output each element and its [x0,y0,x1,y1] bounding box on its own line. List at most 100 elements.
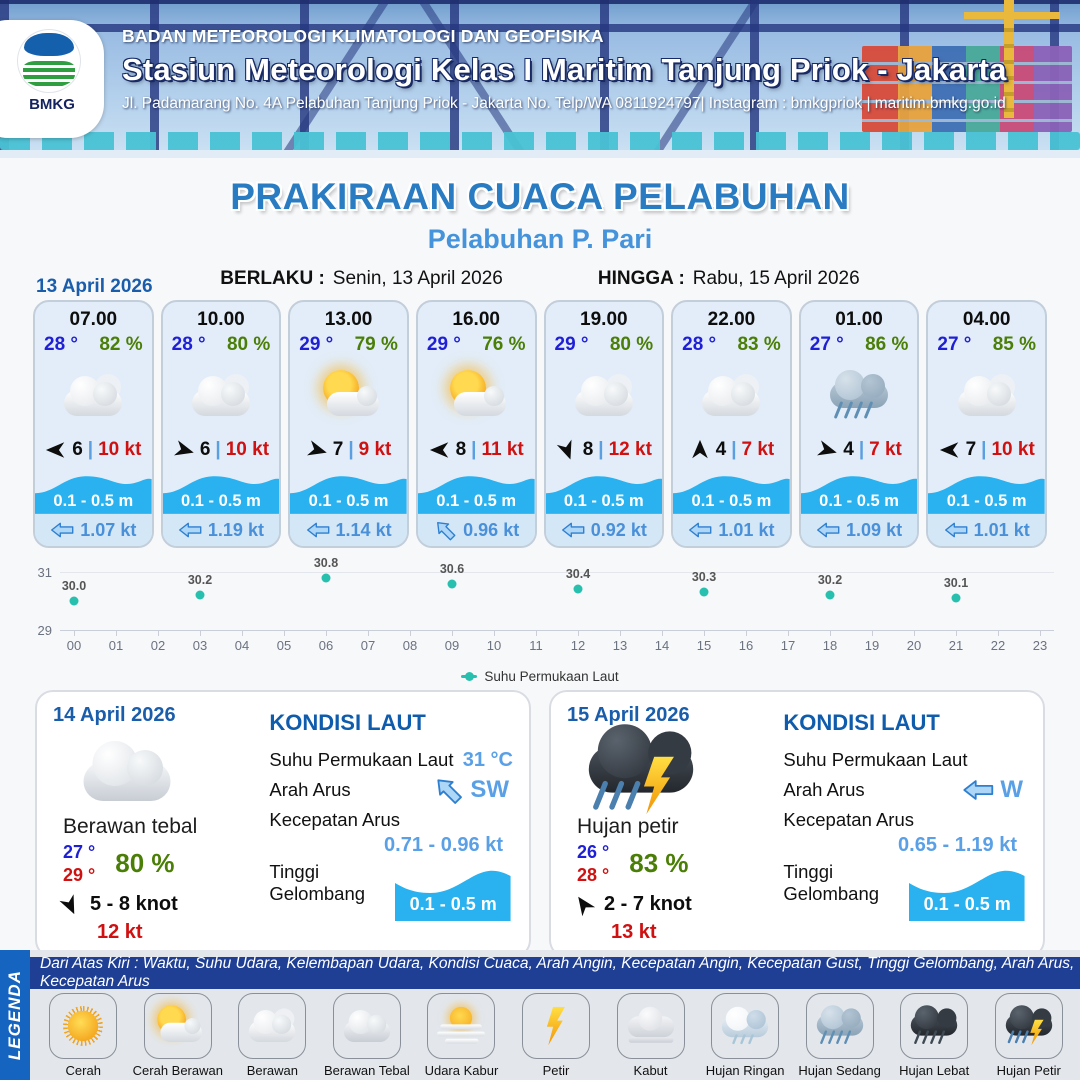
data-point [573,584,583,594]
x-tick-label: 13 [612,638,628,653]
current-row: 1.09 kt [800,514,918,546]
forecast-card: 19.00 29 ° 80 % 8 | 12 kt 0.1 - 0.5 m 0.92 kt [543,300,665,548]
current-speed-label: Kecepatan Arus [269,809,401,830]
top-beam [0,0,1080,4]
air-temperature: 27 ° [809,334,844,355]
sst-plot: 00 01 02 03 04 05 06 07 08 09 10 11 12 13 14 15 16 17 18 19… [60,556,1054,653]
current-direction-icon [561,522,585,538]
forecast-time: 19.00 [580,309,628,330]
x-tick-label: 18 [822,638,838,653]
legend-item: Berawan [225,993,320,1078]
humidity-value: 76 % [482,334,526,355]
data-point [69,596,79,606]
legend-item: Hujan Lebat [887,993,982,1078]
weather-description: Berawan tebal [63,815,198,838]
legend-icon-box [521,993,590,1059]
data-point [951,593,961,603]
legend-icon-box [238,993,307,1059]
data-point [699,587,709,597]
x-tick-label: 19 [864,638,880,653]
temp-humidity-row: 29 ° 76 % [418,331,535,356]
data-point-label: 30.1 [943,576,969,591]
x-tick-label: 05 [276,638,292,653]
weather-description: Hujan petir [577,815,679,838]
hingga-group: HINGGA : Rabu, 15 April 2026 [598,268,860,290]
legend-icon-box [49,993,118,1059]
station-name: Stasiun Meteorologi Kelas I Maritim Tanj… [122,52,1007,87]
temp-humidity-row: 26 ° 28 ° 83 % [577,841,769,886]
x-tick-label: 12 [570,638,586,653]
wave-height-value: 0.1 - 0.5 m [436,492,517,511]
x-tick [1040,630,1041,636]
current-direction-label: Arah Arus [783,779,865,800]
data-point-label: 30.2 [187,573,213,588]
x-tick-label: 00 [66,638,82,653]
air-temperature: 28 ° [44,334,79,355]
contact-line: Jl. Padamarang No. 4A Pelabuhan Tanjung … [122,95,1006,112]
wave-height-label: Tinggi Gelombang [783,861,880,904]
wave-graphic: 0.1 - 0.5 m [673,465,790,515]
x-tick [536,630,537,636]
current-direction-text: W [1000,776,1023,803]
temperature-range: 26 ° 28 ° [577,841,609,886]
x-tick-label: 01 [108,638,124,653]
humidity-value: 86 % [865,334,909,355]
air-temperature: 28 ° [682,334,717,355]
wind-row: 8 | 11 kt [418,435,535,465]
air-temperature: 29 ° [554,334,589,355]
x-tick-label: 07 [360,638,376,653]
current-direction-icon [51,522,74,538]
y-axis-label: 29 [37,623,52,638]
fog-icon [625,1005,676,1047]
cloudy-icon [955,370,1019,422]
legend-dot-icon [465,672,475,681]
gust-value: 11 kt [481,439,524,461]
temp-humidity-row: 29 ° 80 % [546,331,663,356]
separator: | [858,439,865,461]
x-tick-label: 04 [234,638,250,653]
x-tick [788,630,789,636]
wave-height-value: 0.1 - 0.5 m [308,492,389,511]
weather-icon-wrap [418,356,535,435]
thick-cloud-icon [79,732,175,810]
legend-item: Udara Kabur [414,993,509,1078]
hingga-label: HINGGA : [597,268,685,289]
current-speed-value: 0.71 - 0.96 kt [384,834,503,856]
wind-row: 6 | 10 kt [163,435,280,465]
berlaku-value: Senin, 13 April 2026 [332,268,503,289]
daily-cards: 14 April 2026 Berawan tebal 27 ° 29 ° 80… [35,690,1045,958]
wave-height-graphic: 0.1 - 0.5 m [395,861,511,921]
port-name: Pelabuhan P. Pari [427,224,653,254]
legend-marker-icon [461,672,478,681]
current-row: 0.96 kt [417,514,535,546]
air-temperature: 29 ° [299,334,334,355]
x-tick [956,630,957,636]
wave-height-value: 0.1 - 0.5 m [946,492,1027,511]
wave-height-graphic: 0.1 - 0.5 m [909,861,1025,921]
current-speed: 0.92 kt [590,519,647,540]
wave-shape [928,476,1045,515]
forecast-card: 07.00 28 ° 82 % 6 | 10 kt 0.1 - 0.5 m 1.07 kt [33,300,154,548]
wind-row: 7 | 10 kt [928,435,1045,465]
x-tick [452,630,453,636]
weather-icon-wrap [35,356,152,435]
current-row: 1.01 kt [673,514,790,546]
legend-icon-box [143,993,212,1059]
data-point-label: 30.3 [691,570,717,585]
legend-tab: LEGENDA [0,950,30,1080]
max-temp: 29 ° [63,864,96,885]
current-row: 1.07 kt [35,514,152,546]
legend-section: Dari Atas Kiri : Waktu, Suhu Udara, Kele… [0,950,1080,1080]
current-direction-label: Arah Arus [269,779,351,800]
wind-row: 4 | 7 kt [801,435,918,465]
current-direction-icon [178,522,202,538]
gust-value: 7 kt [869,439,902,461]
wave-graphic: 0.1 - 0.5 m [162,465,280,515]
current-direction-icon [306,522,329,538]
forecast-time: 07.00 [69,309,118,330]
current-direction: W [962,776,1023,804]
legend-icon-box [805,993,874,1059]
x-tick [872,630,873,636]
wave-height-value: 0.1 - 0.5 m [691,492,772,511]
thunderstorm-rain-icon [1003,1005,1054,1047]
